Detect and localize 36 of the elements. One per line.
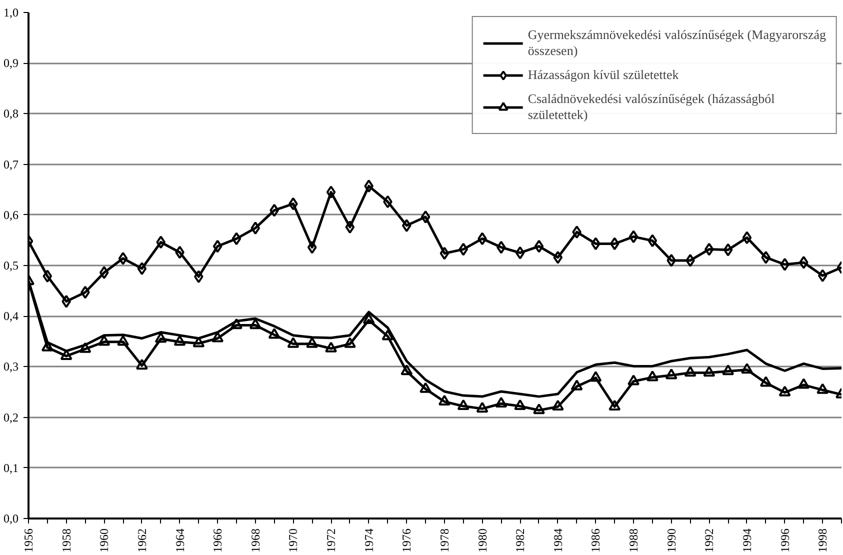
y-tick-label: 1,0 — [4, 6, 18, 20]
y-tick-label: 0,5 — [4, 258, 18, 272]
x-tick-label: 1992 — [702, 528, 716, 552]
x-tick-label: 1984 — [550, 528, 565, 552]
x-tick-label: 1964 — [172, 528, 187, 552]
x-tick-label: 1968 — [248, 528, 262, 552]
x-tick-label: 1976 — [400, 528, 414, 552]
x-tick-label: 1996 — [778, 528, 792, 552]
y-tick-label: 0,8 — [4, 106, 18, 121]
x-tick-label: 1988 — [626, 528, 641, 552]
x-tick-label: 1966 — [210, 528, 225, 552]
x-tick-label: 1990 — [664, 528, 678, 552]
x-tick-label: 1982 — [513, 528, 528, 552]
y-tick-label: 0,0 — [4, 512, 18, 526]
x-tick-label: 1960 — [97, 528, 112, 552]
legend-label: Családnövekedési valószínűségek (házasságból születettek) — [528, 91, 775, 123]
x-tick-label: 1986 — [588, 528, 603, 552]
y-tick-label: 0,3 — [4, 360, 18, 374]
x-tick-label: 1998 — [816, 528, 830, 552]
y-tick-label: 0,1 — [4, 460, 18, 475]
x-tick-label: 1980 — [475, 528, 490, 552]
x-tick-label: 1958 — [59, 528, 74, 552]
y-tick-label: 0,9 — [4, 56, 18, 70]
y-tick-label: 0,2 — [4, 410, 18, 424]
x-tick-label: 1956 — [22, 528, 36, 552]
x-tick-label: 1970 — [286, 528, 300, 552]
x-tick-label: 1962 — [134, 528, 149, 552]
x-tick-label: 1972 — [324, 528, 338, 552]
x-tick-label: 1974 — [362, 528, 376, 552]
legend-label: Házasságon kívül születettek — [528, 67, 679, 83]
x-tick-label: 1978 — [437, 528, 452, 552]
legend-label: Gyermekszámnövekedési valószínűségek (Magyarország összesen) — [528, 27, 826, 59]
x-tick-label: 1994 — [740, 528, 754, 552]
y-tick-label: 0,7 — [4, 157, 18, 172]
y-tick-label: 0,6 — [4, 208, 18, 222]
y-tick-label: 0,4 — [4, 309, 18, 324]
